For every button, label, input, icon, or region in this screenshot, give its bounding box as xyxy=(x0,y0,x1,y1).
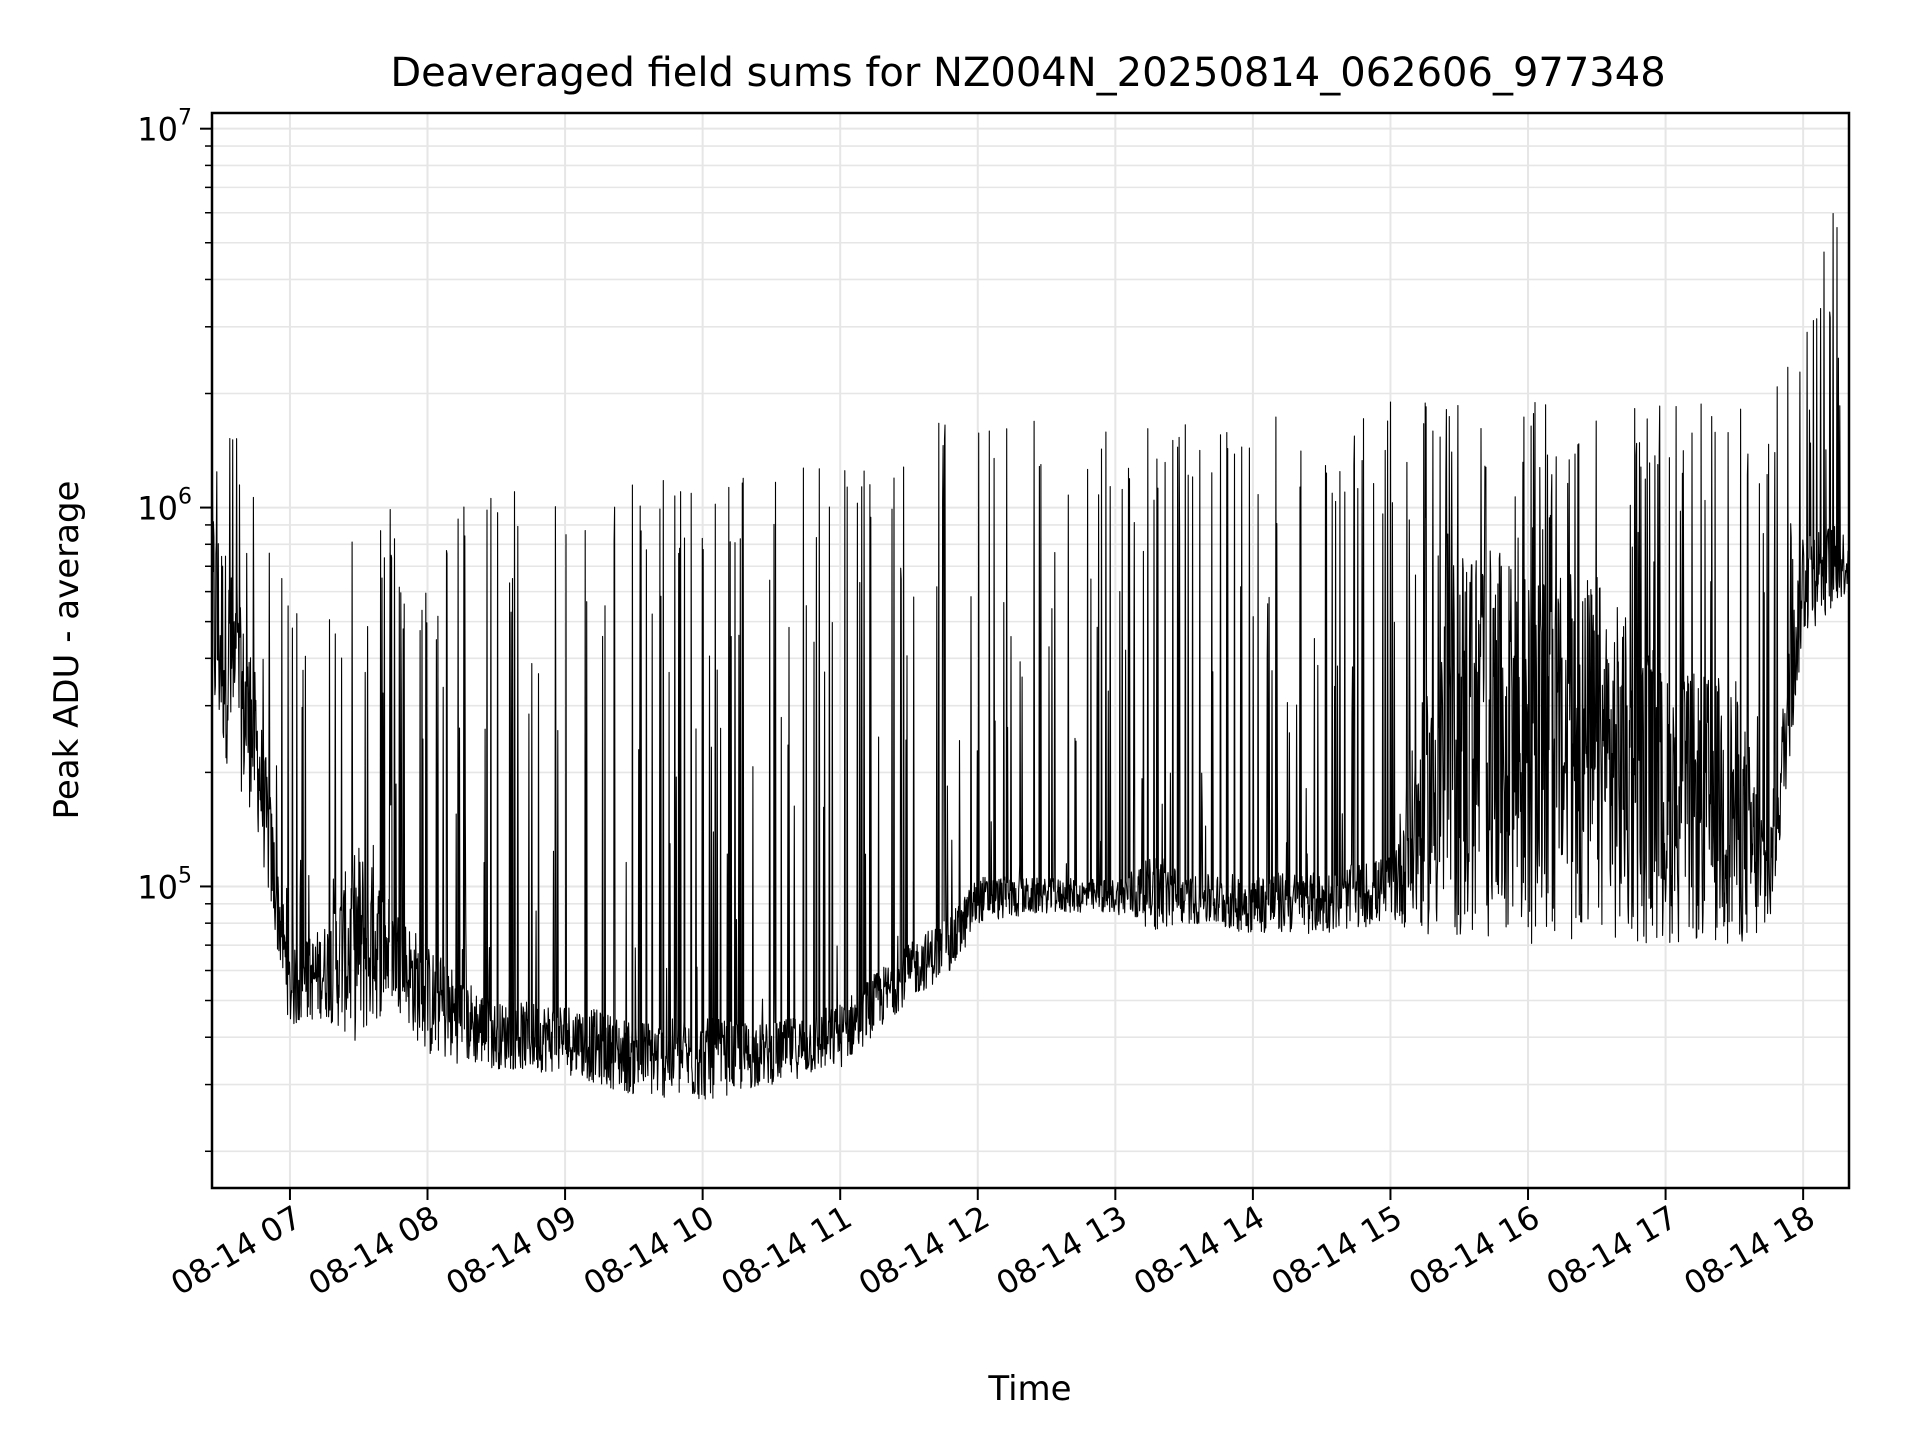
y-tick-exponent: 7 xyxy=(178,106,192,131)
chart-title: Deaveraged field sums for NZ004N_2025081… xyxy=(390,50,1665,96)
x-tick-label: 08-14 09 xyxy=(439,1198,583,1303)
y-tick-exponent: 5 xyxy=(178,863,192,888)
y-axis-label: Peak ADU - average xyxy=(47,481,87,820)
x-tick-label: 08-14 18 xyxy=(1678,1198,1822,1303)
x-tick-label: 08-14 15 xyxy=(1265,1198,1409,1303)
series-path xyxy=(211,212,1850,1100)
plot-frame xyxy=(210,111,1851,1190)
y-tick-label: 105 xyxy=(137,863,192,906)
x-tick-label: 08-14 12 xyxy=(852,1198,996,1303)
x-tick-label: 08-14 13 xyxy=(990,1198,1134,1303)
y-tick-base: 10 xyxy=(137,111,178,149)
x-tick-label: 08-14 16 xyxy=(1402,1198,1546,1303)
x-tick-label: 08-14 17 xyxy=(1540,1198,1684,1303)
series-line xyxy=(211,212,1850,1100)
grid-lines xyxy=(212,113,1849,1188)
x-tick-label: 08-14 07 xyxy=(164,1198,308,1303)
y-tick-base: 10 xyxy=(137,868,178,906)
x-tick-label: 08-14 08 xyxy=(302,1198,446,1303)
y-tick-label: 107 xyxy=(137,106,192,149)
x-tick-label: 08-14 11 xyxy=(715,1198,859,1303)
x-axis-label: Time xyxy=(987,1369,1071,1409)
y-tick-exponent: 6 xyxy=(178,485,192,510)
y-tick-base: 10 xyxy=(137,490,178,528)
x-tick-label: 08-14 10 xyxy=(577,1198,721,1303)
y-tick-label: 106 xyxy=(137,485,192,528)
x-tick-label: 08-14 14 xyxy=(1127,1198,1271,1303)
